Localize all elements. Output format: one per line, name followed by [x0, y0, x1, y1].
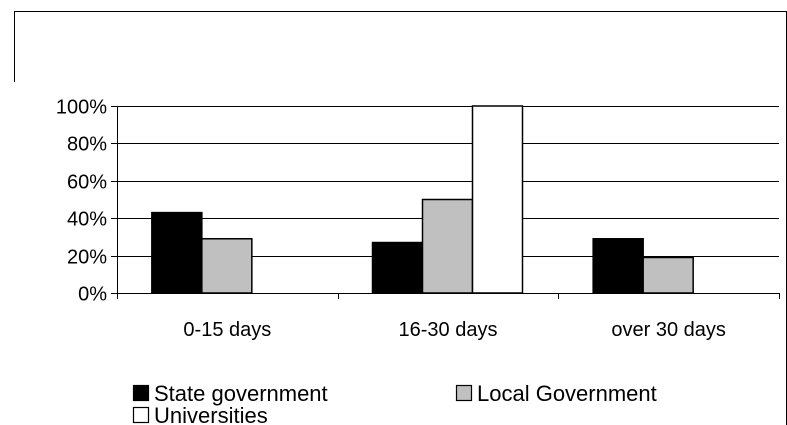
x-axis-tick-labels: 0-15 days 16-30 days over 30 days — [183, 319, 726, 341]
bar-local-government — [642, 256, 694, 294]
bar-universities — [471, 105, 524, 294]
y-tick-label: 100% — [56, 97, 107, 119]
y-tick-label: 60% — [67, 172, 107, 194]
x-tick-label: 16-30 days — [399, 319, 498, 341]
bars — [151, 105, 694, 294]
bar-state-government — [592, 238, 644, 294]
legend-label: Local Government — [477, 381, 657, 406]
legend-label: Universities — [154, 403, 268, 425]
bar-state-government — [151, 211, 203, 294]
y-tick-label: 20% — [67, 247, 107, 269]
legend-label: State government — [154, 381, 328, 406]
y-tick-label: 40% — [67, 209, 107, 231]
axes — [111, 106, 780, 299]
bar-local-government — [421, 198, 474, 294]
y-tick-label: 0% — [78, 284, 107, 306]
y-axis-tick-labels: 0% 20% 40% 60% 80% 100% — [56, 97, 107, 306]
legend-swatch — [455, 384, 473, 402]
bar-state-government — [371, 241, 424, 294]
x-tick-label: over 30 days — [611, 319, 726, 341]
y-tick-label: 80% — [67, 134, 107, 156]
legend-swatch — [132, 406, 150, 424]
legend-swatch — [132, 384, 150, 402]
legend: State government Local Government Universi… — [132, 381, 657, 425]
x-tick-label: 0-15 days — [183, 319, 271, 341]
bar-local-government — [201, 238, 253, 294]
